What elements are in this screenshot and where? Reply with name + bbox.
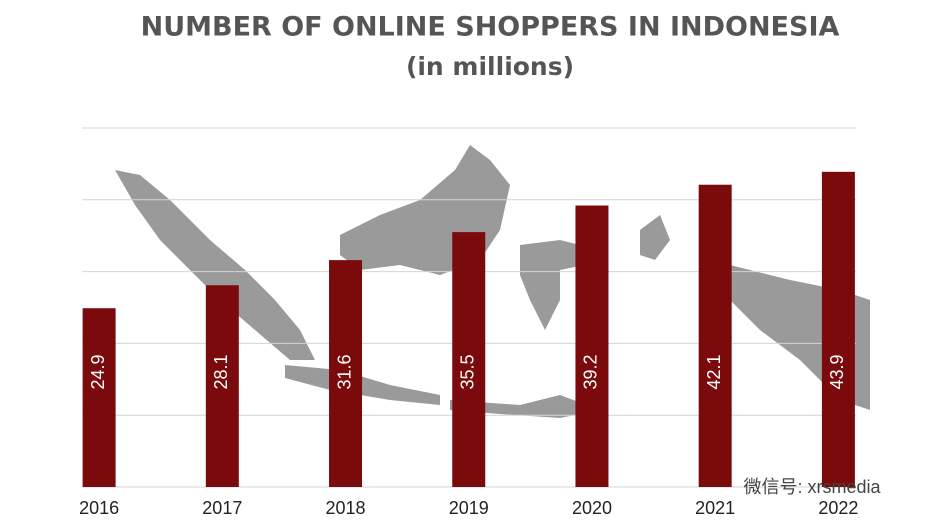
value-label: 39.2 [581, 354, 601, 389]
value-label: 31.6 [334, 354, 354, 389]
value-label: 24.9 [88, 354, 108, 389]
chart-subtitle: (in millions) [406, 52, 574, 81]
bar [205, 285, 239, 487]
value-label: 42.1 [704, 354, 724, 389]
value-label: 43.9 [827, 354, 847, 389]
x-tick-label: 2019 [449, 498, 489, 518]
bar [698, 184, 732, 488]
x-tick-label: 2020 [572, 498, 612, 518]
value-label: 28.1 [211, 354, 231, 389]
bar [82, 308, 116, 487]
x-tick-label: 2018 [326, 498, 366, 518]
x-tick-label: 2016 [79, 498, 119, 518]
bar [452, 232, 486, 487]
watermark: 微信号: xrsmedia [743, 477, 881, 497]
chart-title: NUMBER OF ONLINE SHOPPERS IN INDONESIA [141, 12, 840, 43]
x-tick-label: 2017 [202, 498, 242, 518]
bar [329, 260, 363, 487]
x-tick-label: 2021 [695, 498, 735, 518]
x-tick-label: 2022 [818, 498, 858, 518]
value-label: 35.5 [458, 354, 478, 389]
bar [821, 171, 855, 487]
bar [575, 205, 609, 487]
